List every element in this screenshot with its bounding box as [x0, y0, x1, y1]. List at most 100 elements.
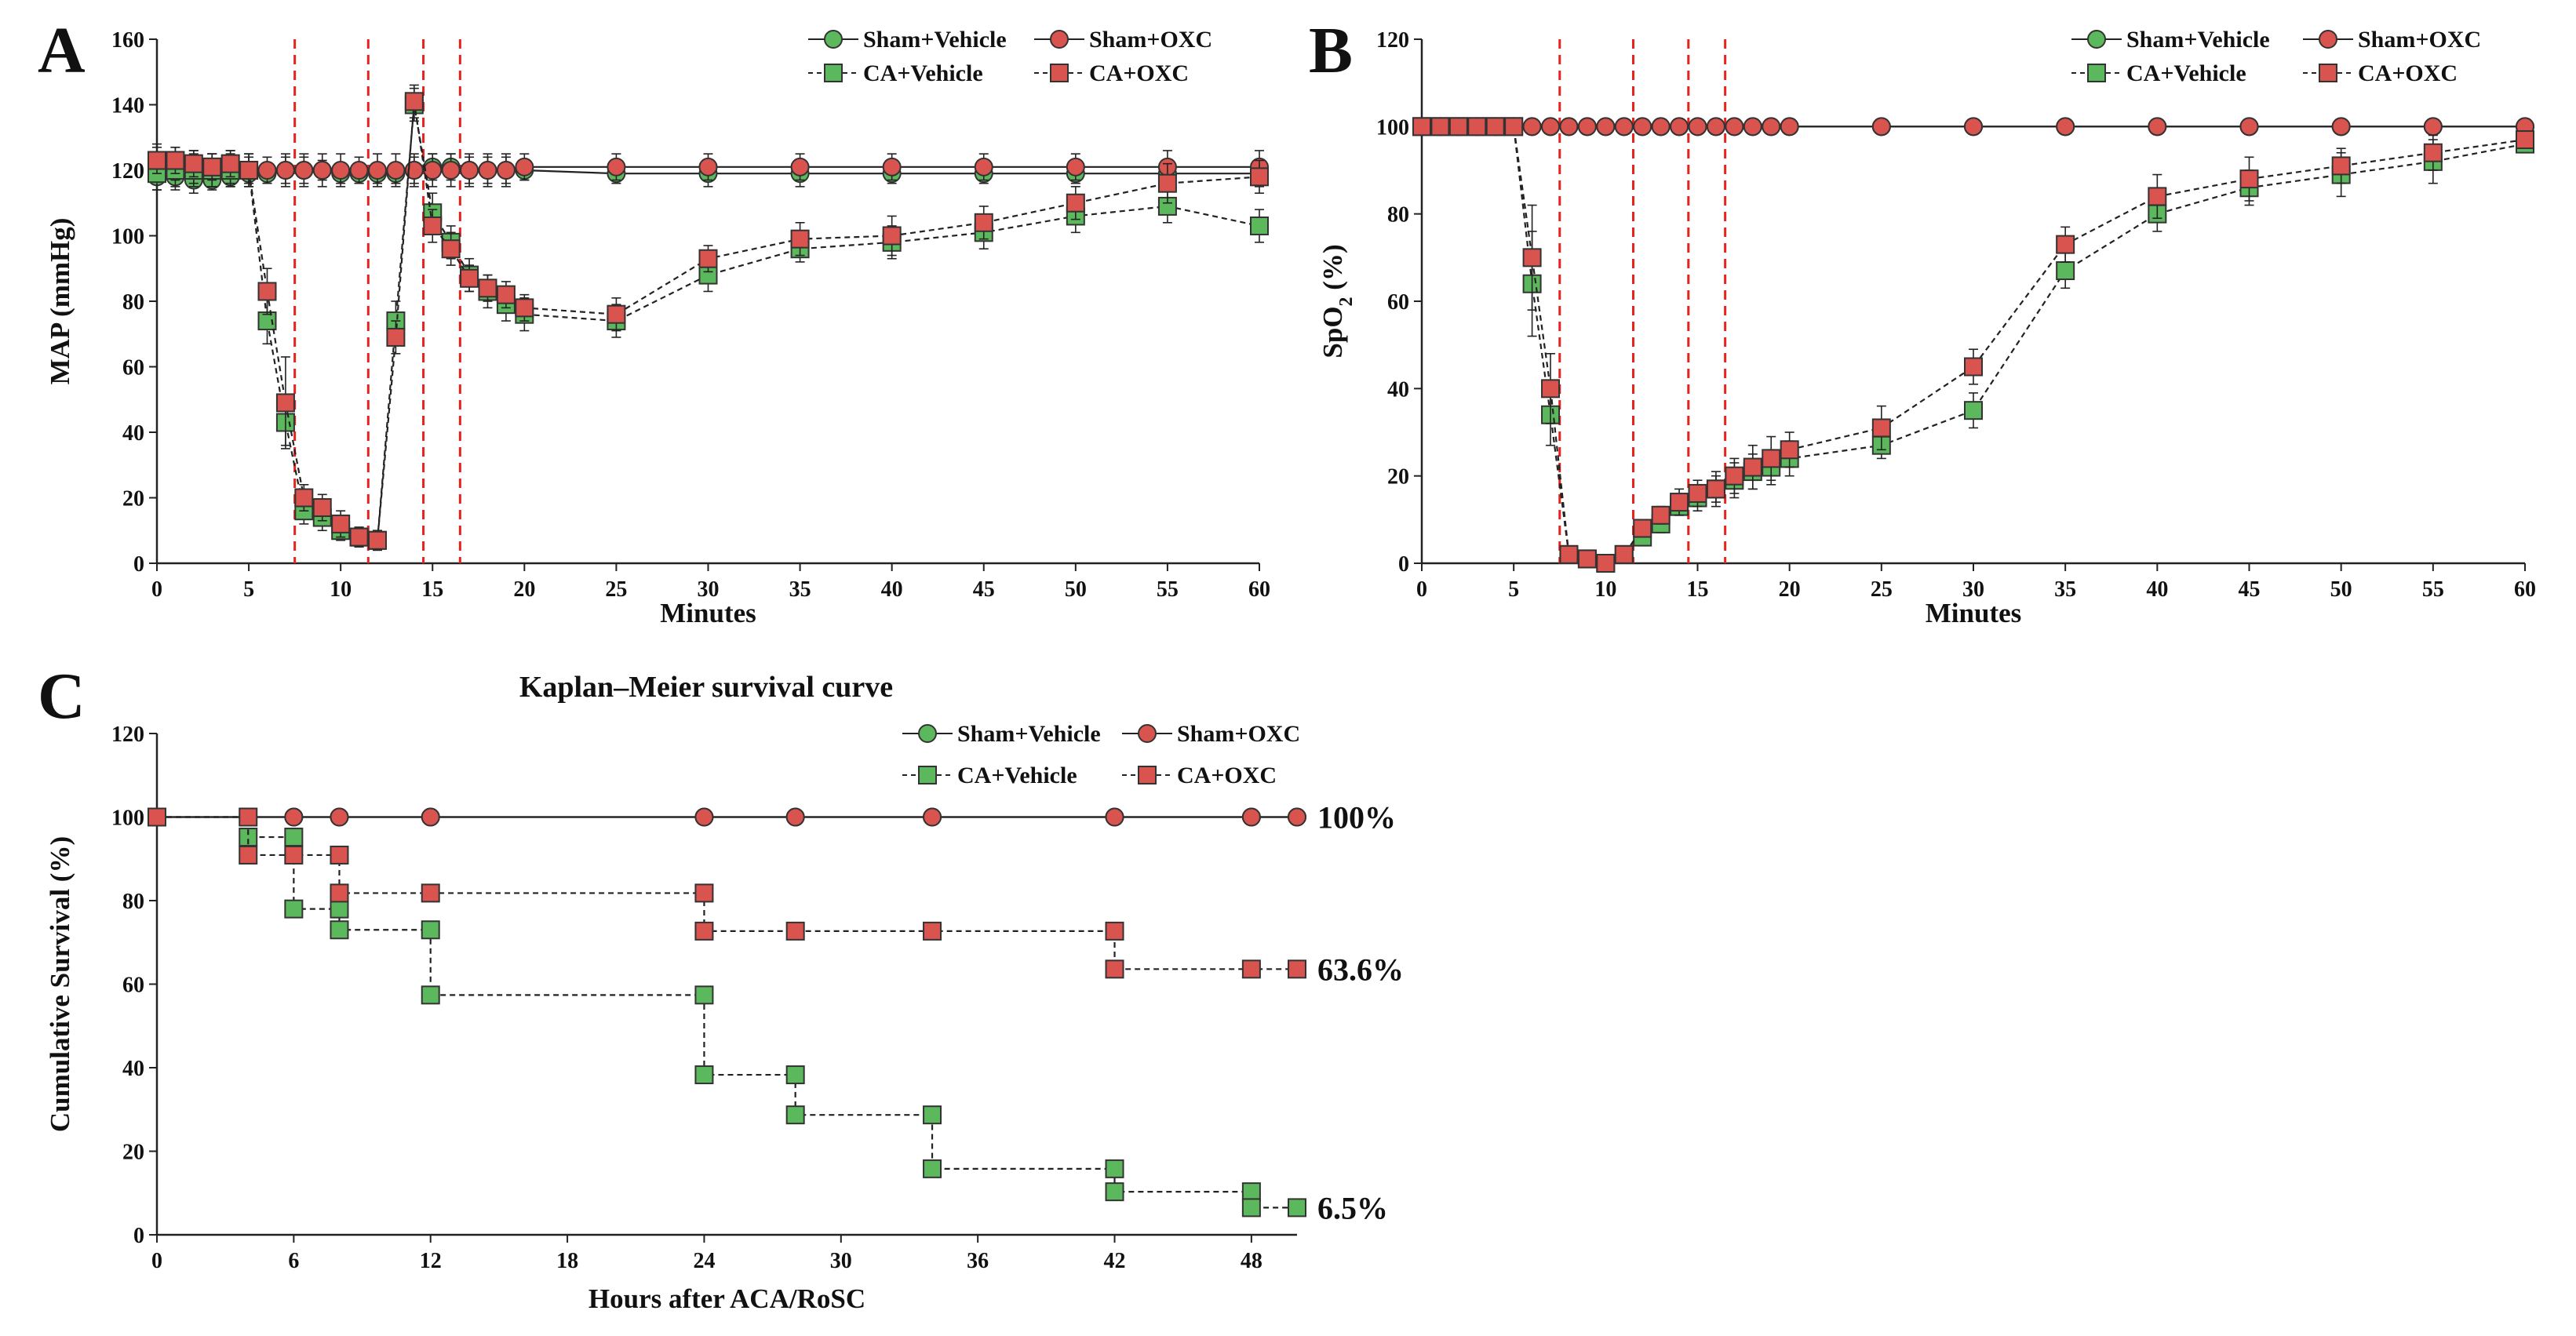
data-point [284, 845, 304, 865]
data-point [2516, 130, 2534, 150]
data-point [1412, 117, 1431, 137]
legend-item-ca-vehicle: CA+Vehicle [808, 60, 983, 86]
data-point [478, 278, 497, 298]
x-tick-label: 50 [2330, 577, 2352, 602]
series-ca-vehicle [148, 807, 1306, 1218]
panel-b: 0 20 40 60 80 100 120 0 5 10 15 20 25 30 35 40 45 50 55 60 M… [1309, 14, 2536, 628]
data-point [1541, 117, 1561, 137]
x-axis-title: Hours after ACA/RoSC [588, 1283, 865, 1314]
data-point [1633, 519, 1652, 538]
legend-item-ca-vehicle: CA+Vehicle [2071, 60, 2246, 86]
data-point [1633, 117, 1652, 137]
data-point [1105, 807, 1124, 827]
data-point [694, 807, 714, 827]
data-point [478, 161, 497, 180]
legend-marker [2319, 30, 2337, 49]
data-point [1504, 117, 1524, 137]
data-point [1964, 357, 1983, 377]
data-point [368, 530, 387, 550]
data-point [1241, 1182, 1261, 1202]
data-point [1577, 117, 1597, 137]
data-point [220, 154, 240, 173]
data-point [1651, 505, 1671, 525]
data-point [1964, 401, 1983, 420]
x-tick-label: 55 [1157, 577, 1179, 602]
data-point [1250, 167, 1269, 187]
chart-title: Kaplan–Meier survival curve [519, 671, 893, 704]
legend-item-sham-oxc: Sham+OXC [2303, 27, 2481, 53]
data-point [1688, 117, 1707, 137]
series-ca-vehicle [1412, 117, 2534, 573]
data-point [1241, 807, 1261, 827]
data-point [284, 807, 304, 827]
data-point [1706, 479, 1725, 499]
data-point [2423, 117, 2443, 137]
x-tick-label: 10 [1594, 577, 1616, 602]
data-point [1288, 807, 1306, 827]
x-tick-label: 45 [973, 577, 995, 602]
series-ca-oxc [148, 84, 1269, 552]
x-tick-label: 25 [605, 577, 627, 602]
data-point [1743, 457, 1762, 477]
data-point [460, 161, 479, 180]
data-point [515, 157, 534, 177]
data-point [330, 883, 349, 903]
data-point [607, 157, 626, 177]
data-point [2056, 261, 2075, 281]
data-point [1743, 117, 1762, 137]
end-survival-label: 100% [1317, 800, 1396, 835]
y-axis-title: SpO2 (%) [1317, 244, 1357, 358]
data-point [423, 216, 443, 235]
x-tick-label: 60 [2514, 577, 2536, 602]
x-tick-label: 30 [1962, 577, 1984, 602]
data-point [1157, 173, 1177, 193]
end-survival-label: 63.6% [1317, 952, 1404, 987]
data-point [2148, 117, 2167, 137]
data-point [294, 161, 314, 180]
legend-item-sham-oxc: Sham+OXC [1122, 721, 1300, 747]
legend-marker [2087, 64, 2106, 82]
data-point [1559, 117, 1579, 137]
y-tick-label: 60 [1387, 290, 1409, 315]
x-tick-label: 45 [2239, 577, 2261, 602]
series-sham-oxc [148, 143, 1269, 187]
y-tick-label: 0 [133, 552, 144, 577]
data-point [1066, 157, 1085, 177]
y-tick-label: 120 [111, 723, 144, 747]
y-tick-label: 60 [122, 974, 144, 998]
data-point [331, 514, 351, 533]
data-point [148, 151, 166, 170]
series-line [1422, 126, 2526, 565]
data-point [331, 161, 351, 180]
data-point [974, 157, 993, 177]
data-point [1467, 117, 1487, 137]
data-point [421, 920, 440, 940]
data-point [202, 157, 222, 177]
y-tick-label: 100 [111, 806, 144, 831]
data-point [1725, 466, 1744, 486]
x-tick-label: 20 [513, 577, 535, 602]
data-point [330, 899, 349, 919]
legend-item-sham-vehicle: Sham+Vehicle [808, 27, 1007, 53]
data-point [441, 161, 461, 180]
data-point [1871, 418, 1891, 438]
series-line [1422, 126, 2526, 565]
data-point [421, 985, 440, 1005]
legend-label: Sham+OXC [1177, 721, 1300, 747]
data-point [257, 161, 277, 180]
data-point [694, 921, 714, 941]
data-point [923, 921, 942, 941]
legend-marker [918, 766, 937, 784]
data-point [349, 527, 369, 547]
data-point [1762, 117, 1781, 137]
y-tick-label: 0 [133, 1224, 144, 1248]
data-point [1288, 1198, 1306, 1218]
y-tick-label: 0 [1398, 552, 1409, 577]
data-point [441, 239, 461, 259]
survival-step-line [157, 816, 1297, 970]
data-point [1871, 117, 1891, 137]
data-point [239, 845, 258, 865]
data-point [1577, 549, 1597, 569]
data-point [386, 161, 406, 180]
data-point [1559, 544, 1579, 564]
